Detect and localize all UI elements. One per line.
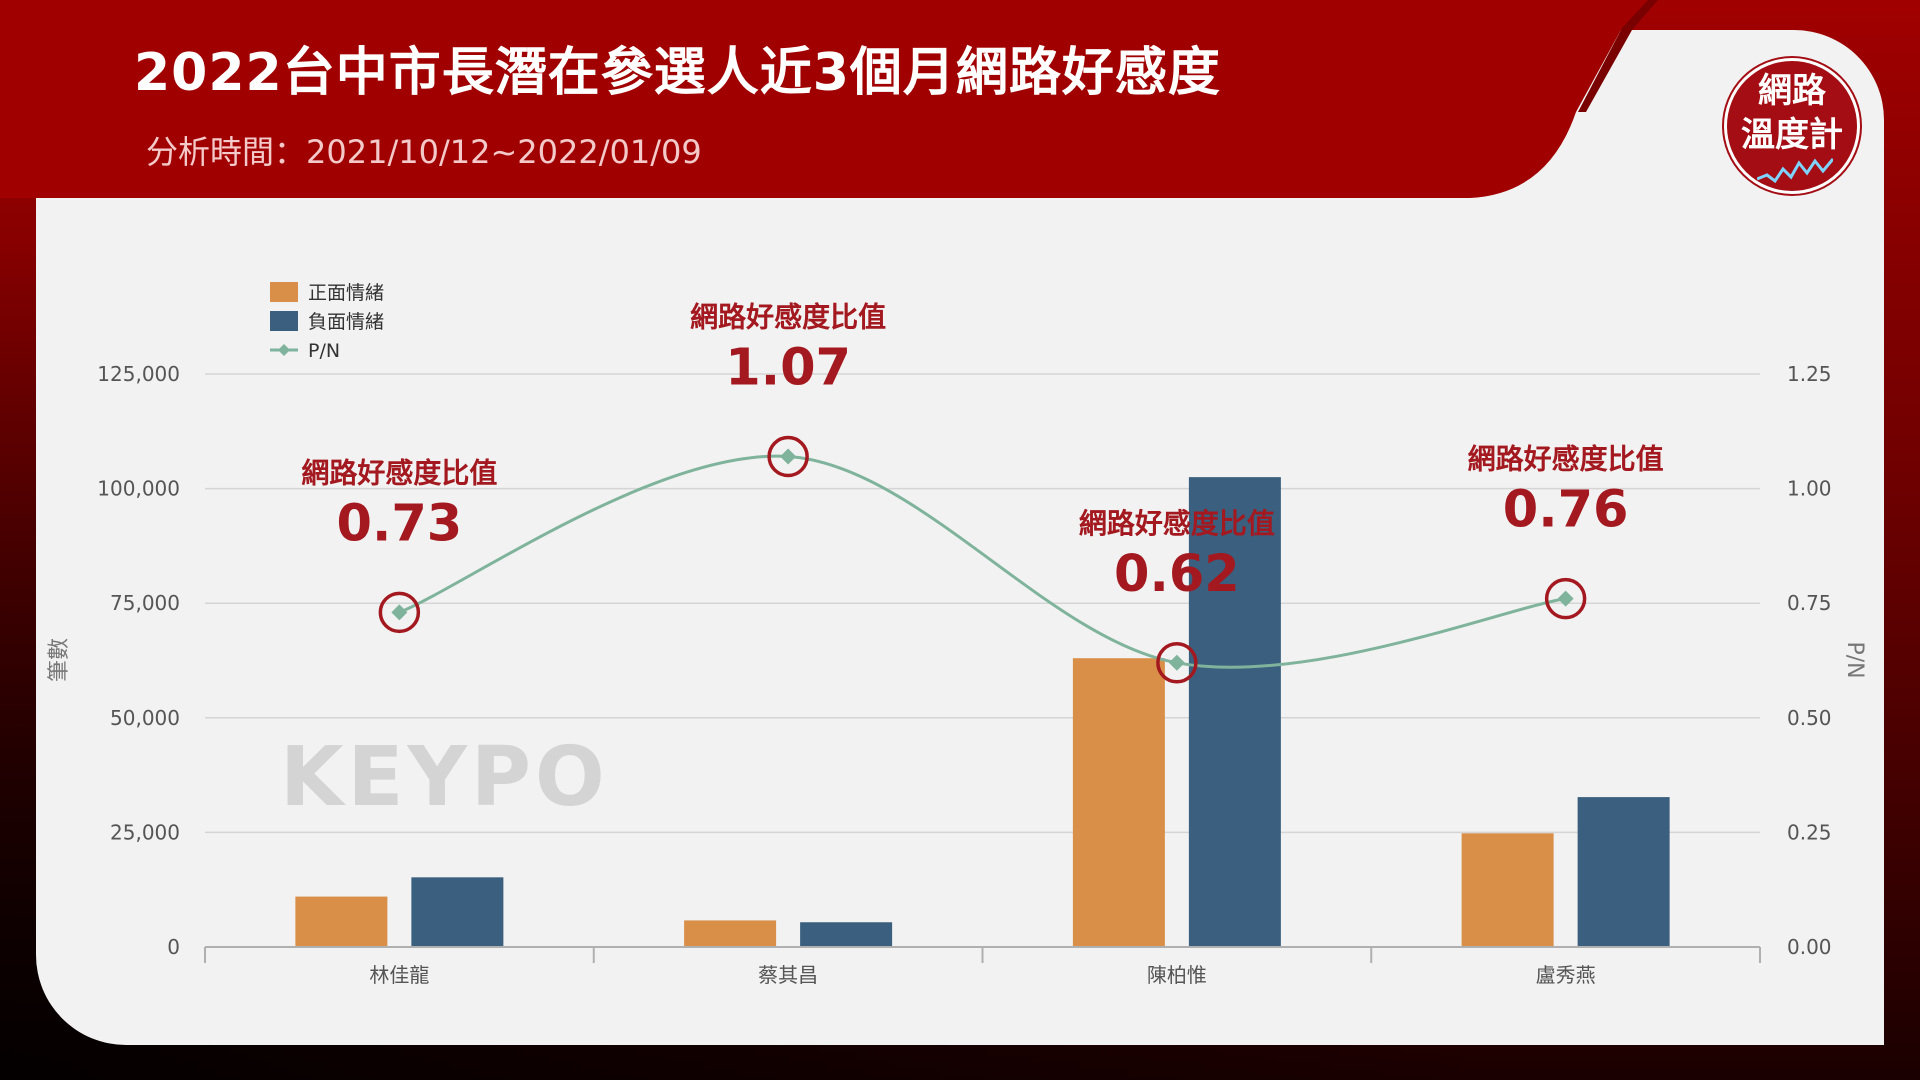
ratio-value: 0.76: [1503, 481, 1629, 540]
x-tick-label: 陳柏惟: [1147, 963, 1207, 987]
pn-line: [398, 454, 1566, 669]
grid-lines: [205, 373, 1760, 834]
ratio-label: 網路好感度比值: [301, 456, 497, 489]
axes: 0 25,000 50,000 75,000 100,000 125,000 0.00 0.2…: [47, 362, 1867, 987]
pn-line-series: [378, 435, 1587, 684]
page-title: 2022台中市長潛在參選人近3個月網路好感度: [134, 43, 1221, 103]
analysis-period: 分析時間：2021/10/12~2022/01/09: [146, 133, 702, 171]
pulse-wave-icon: [1757, 158, 1833, 183]
positive-bar: [684, 920, 777, 947]
ratio-value: 1.07: [725, 339, 851, 398]
y2-tick-label: 0.75: [1787, 591, 1832, 615]
negative-bar: [1577, 797, 1670, 947]
legend-swatch: [270, 282, 298, 302]
negative-bar: [411, 877, 504, 947]
badge-line2: 溫度計: [1741, 115, 1843, 155]
ratio-label: 網路好感度比值: [1468, 443, 1664, 476]
ratio-label: 網路好感度比值: [690, 301, 886, 334]
pn-point: [1557, 590, 1574, 607]
y-tick-label: 100,000: [97, 477, 180, 501]
y2-tick-label: 0.00: [1787, 935, 1832, 959]
bar-series: [295, 477, 1670, 947]
y2-tick-label: 1.00: [1787, 477, 1832, 501]
legend-swatch: [270, 311, 298, 331]
y-tick-label: 75,000: [110, 591, 180, 615]
y2-tick-label: 0.25: [1787, 820, 1832, 844]
y2-tick-label: 0.50: [1787, 706, 1832, 730]
legend-label: P/N: [308, 340, 340, 362]
pn-point: [391, 604, 408, 621]
negative-bar: [800, 922, 893, 947]
pn-highlight-circle: [1156, 642, 1198, 684]
y-tick-label: 0: [167, 935, 180, 959]
badge-line1: 網路: [1758, 71, 1826, 111]
y-tick-label: 25,000: [110, 820, 180, 844]
pn-highlight-circle: [1544, 577, 1587, 620]
brand-badge: 網路 溫度計: [1724, 58, 1860, 194]
negative-bar: [1188, 477, 1281, 947]
positive-bar: [295, 896, 388, 947]
y-axis-title: 筆數: [47, 638, 72, 682]
legend-marker: [278, 344, 290, 356]
keypo-watermark: KEYPO: [280, 730, 609, 825]
pn-point: [1168, 654, 1185, 671]
legend-label: 正面情緒: [308, 282, 384, 304]
legend-label: 負面情緒: [308, 311, 384, 333]
x-tick-label: 林佳龍: [369, 963, 429, 987]
x-tick-label: 盧秀燕: [1536, 963, 1596, 987]
y2-axis-title: P/N: [1842, 641, 1867, 678]
ratio-label: 網路好感度比值: [1079, 507, 1275, 540]
y-tick-label: 125,000: [97, 362, 180, 386]
ratio-value: 0.73: [336, 494, 462, 553]
ratio-value: 0.62: [1114, 545, 1240, 604]
positive-bar: [1461, 833, 1554, 947]
pn-point: [780, 448, 797, 465]
ratio-annotations: 0.73 網路好感度比值 1.07 網路好感度比值 0.62 網路好感度比值 0.76 網路好…: [301, 301, 1663, 604]
pn-highlight-circle: [378, 591, 421, 634]
y2-tick-label: 1.25: [1787, 362, 1832, 386]
watermark-text: KEYPO: [280, 730, 609, 825]
x-tick-label: 蔡其昌: [758, 963, 818, 987]
positive-bar: [1072, 658, 1165, 947]
y-tick-label: 50,000: [110, 706, 180, 730]
pn-highlight-circle: [767, 435, 809, 478]
header-banner: [0, 0, 1658, 198]
